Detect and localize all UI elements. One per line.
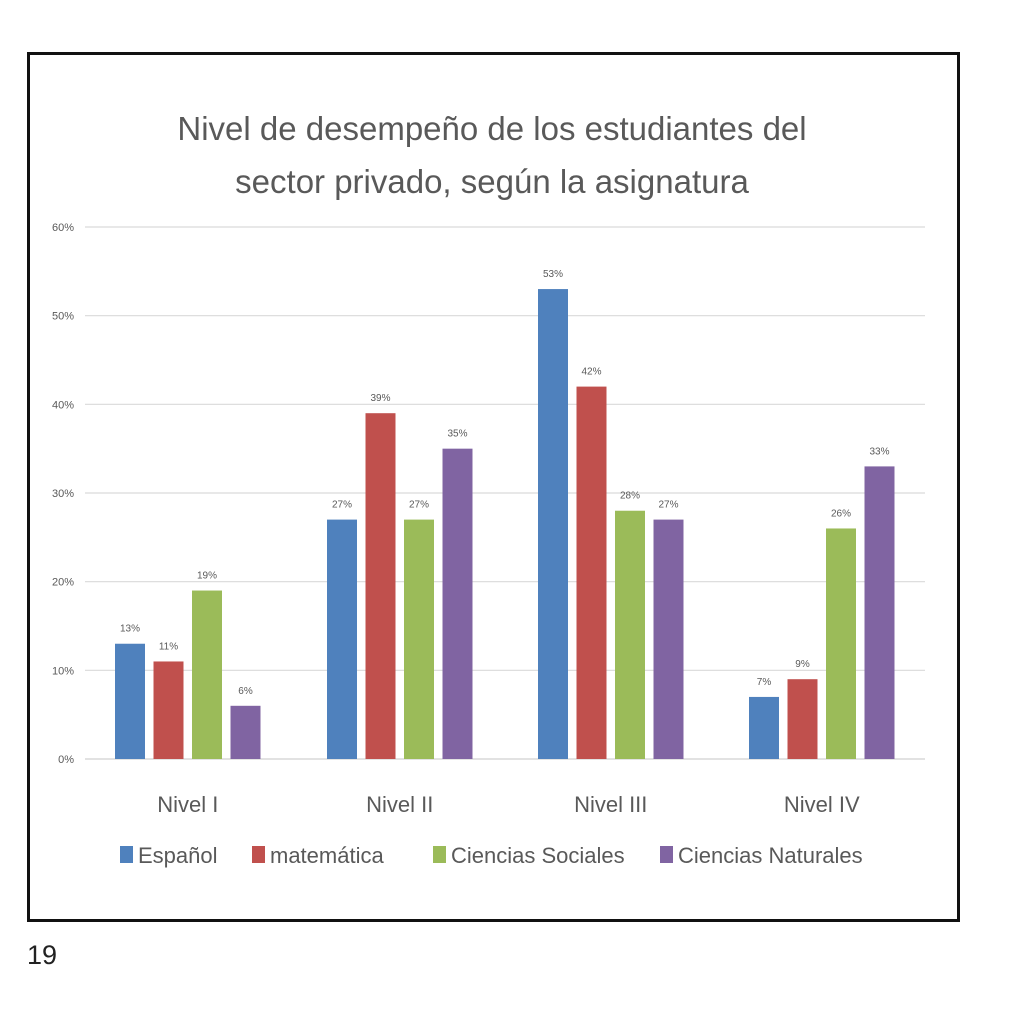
x-axis-categories: Nivel I Nivel II Nivel III Nivel IV xyxy=(157,792,860,817)
data-label: 19% xyxy=(197,571,217,582)
data-label: 39% xyxy=(370,393,390,404)
chart-frame xyxy=(27,52,960,922)
data-label: 28% xyxy=(620,491,640,502)
bar-matemática-nivel-ii xyxy=(365,413,396,759)
bar-español-nivel-iii xyxy=(538,289,568,759)
legend-item-español: Español xyxy=(120,843,218,868)
legend-item-ciencias-naturales: Ciencias Naturales xyxy=(660,843,863,868)
data-label: 27% xyxy=(658,500,678,511)
legend-label: Español xyxy=(138,843,218,868)
y-tick-label: 20% xyxy=(52,577,74,589)
data-label: 11% xyxy=(159,641,178,652)
legend: Español matemática Ciencias Sociales Cienci… xyxy=(120,843,863,868)
bar-ciencias-naturales-nivel-iii xyxy=(653,519,684,759)
y-tick-label: 50% xyxy=(52,311,74,323)
data-label: 42% xyxy=(581,367,601,378)
y-tick-label: 10% xyxy=(52,665,74,677)
y-tick-label: 30% xyxy=(52,488,74,500)
bar-español-nivel-iv xyxy=(749,696,779,759)
legend-label: matemática xyxy=(270,843,384,868)
x-category-label: Nivel II xyxy=(366,792,433,817)
y-tick-label: 60% xyxy=(52,222,74,234)
chart-title: Nivel de desempeño de los estudiantes de… xyxy=(177,110,806,200)
bar-ciencias-naturales-nivel-i xyxy=(230,705,261,759)
bar-español-nivel-ii xyxy=(327,519,357,759)
data-labels: 13% 11% 19% 6% 27% 39% 27% 35% 53% 42% 28% 27% 7% 9% 2… xyxy=(120,269,890,697)
x-category-label: Nivel IV xyxy=(784,792,860,817)
x-category-label: Nivel III xyxy=(574,792,647,817)
legend-label: Ciencias Naturales xyxy=(678,843,863,868)
bar-ciencias-sociales-nivel-i xyxy=(192,590,222,759)
data-label: 6% xyxy=(238,686,253,697)
gridlines xyxy=(85,226,925,760)
data-label: 35% xyxy=(447,429,467,440)
bar-ciencias-sociales-nivel-iv xyxy=(826,528,856,759)
data-label: 7% xyxy=(757,677,772,688)
bars xyxy=(115,289,895,759)
legend-swatch xyxy=(252,846,265,863)
data-label: 27% xyxy=(332,500,352,511)
bar-matemática-nivel-iii xyxy=(576,386,607,759)
x-category-label: Nivel I xyxy=(157,792,218,817)
legend-item-matemática: matemática xyxy=(252,843,384,868)
bar-matemática-nivel-iv xyxy=(787,679,818,759)
legend-swatch xyxy=(660,846,673,863)
data-label: 53% xyxy=(543,269,563,280)
legend-swatch xyxy=(433,846,446,863)
data-label: 9% xyxy=(795,659,810,670)
bar-matemática-nivel-i xyxy=(153,661,184,759)
data-label: 13% xyxy=(120,624,140,635)
data-label: 26% xyxy=(831,508,851,519)
bar-español-nivel-i xyxy=(115,643,145,759)
legend-label: Ciencias Sociales xyxy=(451,843,625,868)
chart-title-line-1: Nivel de desempeño de los estudiantes de… xyxy=(177,110,806,147)
page-number: 19 xyxy=(27,940,58,970)
legend-item-ciencias-sociales: Ciencias Sociales xyxy=(433,843,625,868)
chart-title-line-2: sector privado, según la asignatura xyxy=(235,163,749,200)
legend-swatch xyxy=(120,846,133,863)
data-label: 27% xyxy=(409,500,429,511)
y-tick-label: 40% xyxy=(52,399,74,411)
bar-ciencias-sociales-nivel-ii xyxy=(404,519,434,759)
y-axis-ticks: 0% 10% 20% 30% 40% 50% 60% xyxy=(52,222,74,766)
data-label: 33% xyxy=(869,446,889,457)
bar-ciencias-naturales-nivel-iv xyxy=(864,466,895,759)
bar-ciencias-sociales-nivel-iii xyxy=(615,510,645,759)
y-tick-label: 0% xyxy=(58,754,74,766)
bar-ciencias-naturales-nivel-ii xyxy=(442,448,473,759)
